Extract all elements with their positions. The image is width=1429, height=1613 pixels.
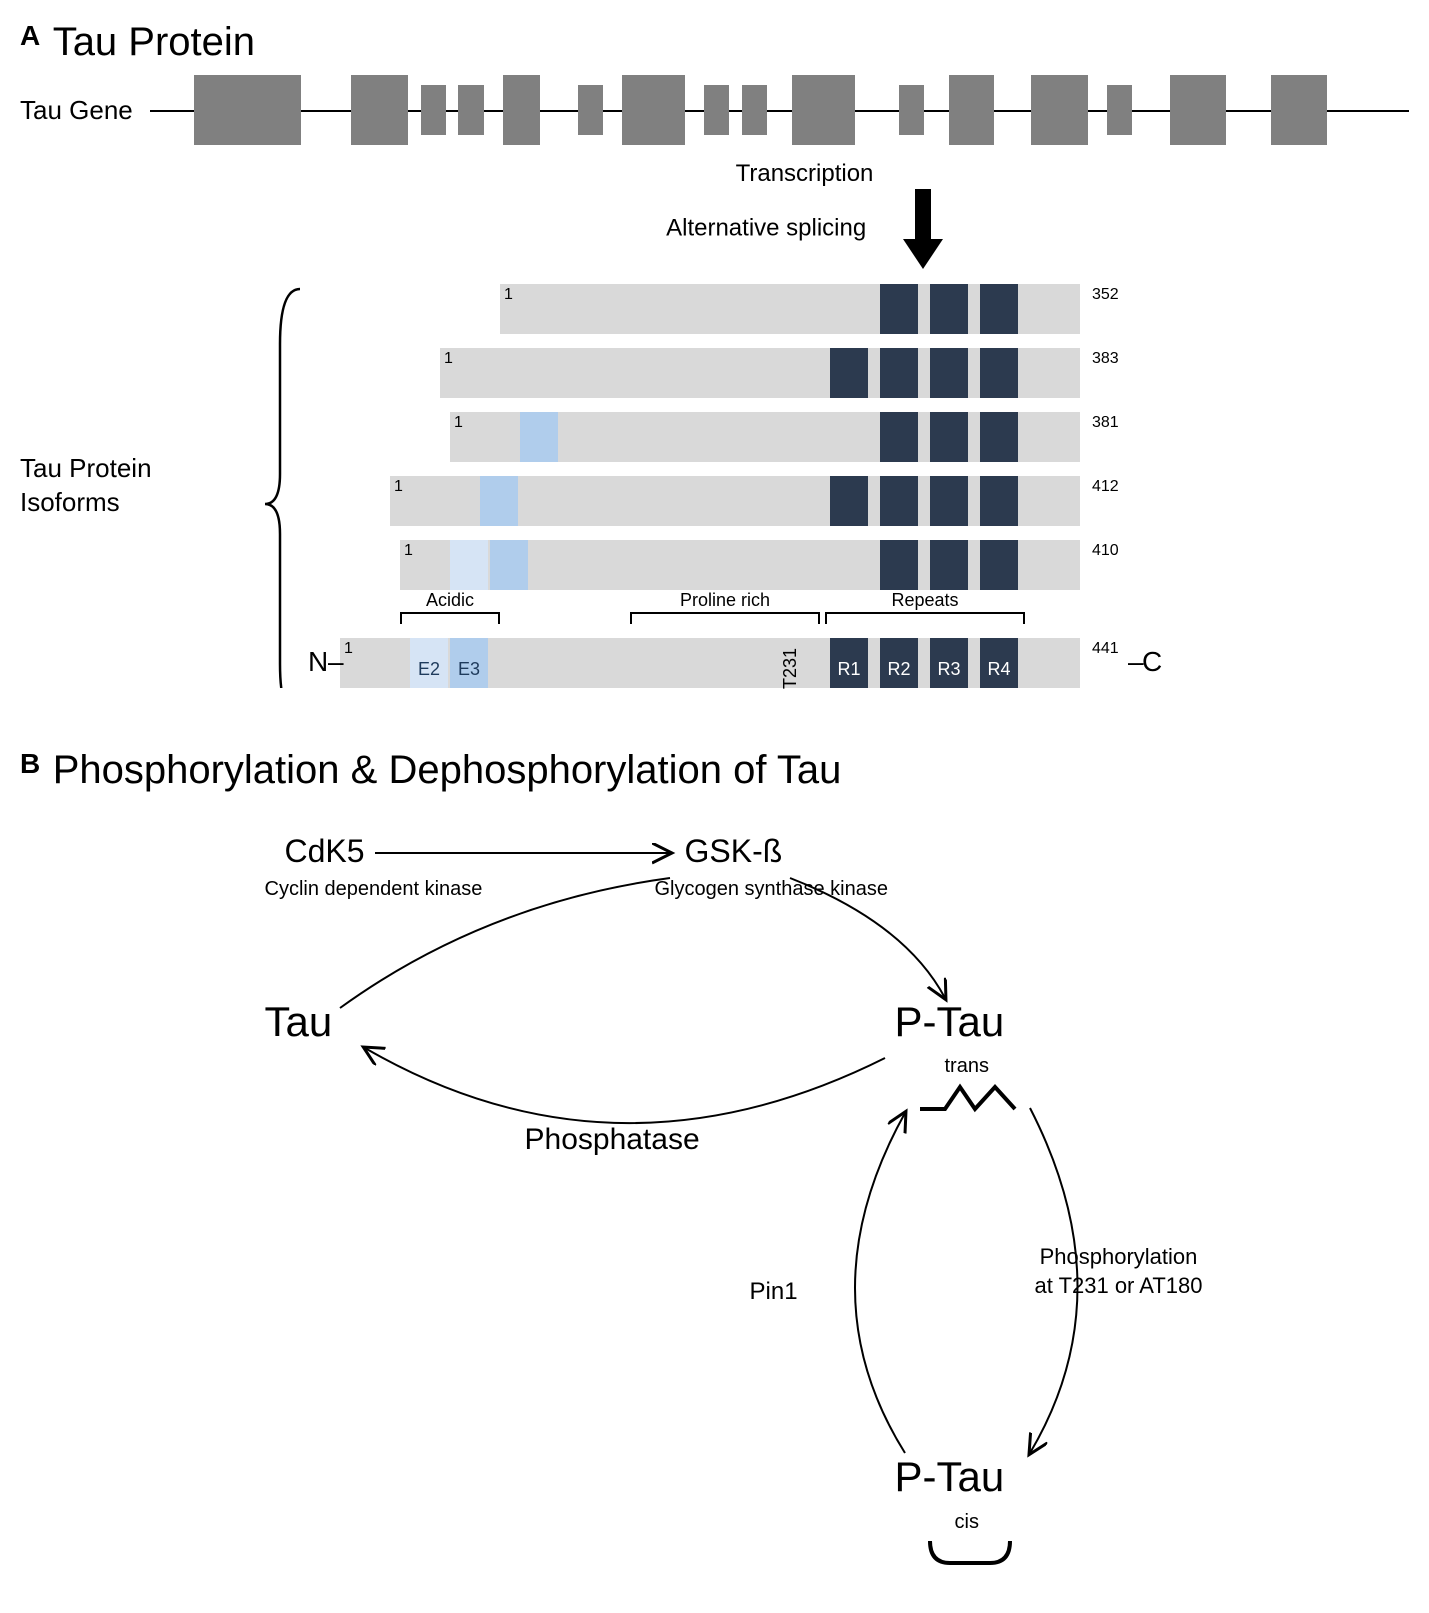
- repeat-segment: [880, 476, 918, 526]
- isoform-row: 1441E2E3R1R2R3R4N––CAcidicProline richRe…: [320, 638, 1409, 688]
- exon: [1271, 75, 1328, 145]
- isoform-row: 1 352: [320, 284, 1409, 334]
- panel-b-header: B Phosphorylation & Dephosphorylation of…: [20, 748, 1409, 793]
- e3-segment: E3: [450, 638, 488, 688]
- exon: [351, 75, 408, 145]
- panel-a-header: A Tau Protein: [20, 20, 1409, 65]
- isoform-end-num: 410: [1092, 542, 1119, 560]
- transcription-arrow-block: Transcription Alternative splicing: [110, 159, 1429, 274]
- exon: [1031, 75, 1088, 145]
- exon: [503, 75, 541, 145]
- isoform-row: 1 383: [320, 348, 1409, 398]
- c-terminus: C: [1142, 646, 1162, 678]
- e2-segment: [450, 540, 488, 590]
- isoform-start-num: 1: [454, 414, 463, 432]
- repeat-segment: [980, 284, 1018, 334]
- repeat-segment: [980, 540, 1018, 590]
- isoforms-area: Tau ProteinIsoforms 1 352 1 383 1 381 1 412 1 410…: [20, 284, 1409, 688]
- region-bracket: Acidic: [400, 612, 500, 614]
- exon: [792, 75, 855, 145]
- repeat-segment: [880, 540, 918, 590]
- exon: [578, 85, 603, 135]
- transcription-line1: Transcription: [736, 160, 874, 187]
- repeat-segment: [930, 284, 968, 334]
- isoform-start-num: 1: [404, 542, 413, 560]
- repeat-segment: R3: [930, 638, 968, 688]
- panel-b-label: B: [20, 748, 40, 780]
- repeat-segment: R2: [880, 638, 918, 688]
- exon: [194, 75, 301, 145]
- t231-marker: T231: [780, 648, 801, 689]
- repeat-segment: [980, 348, 1018, 398]
- n-terminus: N: [308, 646, 328, 678]
- region-bracket: Proline rich: [630, 612, 820, 614]
- exon: [622, 75, 685, 145]
- e2-segment: E2: [410, 638, 448, 688]
- repeat-segment: R1: [830, 638, 868, 688]
- exon: [1170, 75, 1227, 145]
- isoform-start-num: 1: [444, 350, 453, 368]
- tau-gene-track: [150, 75, 1409, 145]
- exon: [458, 85, 483, 135]
- repeat-segment: [880, 284, 918, 334]
- region-bracket: Repeats: [825, 612, 1025, 614]
- exon: [704, 85, 729, 135]
- panel-b: B Phosphorylation & Dephosphorylation of…: [20, 748, 1409, 1593]
- isoform-end-num: 441: [1092, 640, 1119, 658]
- e3-segment: [490, 540, 528, 590]
- isoform-start-num: 1: [504, 286, 513, 304]
- isoforms-stack: 135213831381141214101441E2E3R1R2R3R4N––C…: [320, 284, 1409, 688]
- exon: [899, 85, 924, 135]
- exon: [421, 85, 446, 135]
- down-arrow-icon: [903, 189, 943, 274]
- panel-a: A Tau Protein Tau Gene Transcription Alt…: [20, 20, 1409, 688]
- isoform-end-num: 412: [1092, 478, 1119, 496]
- repeat-segment: [830, 348, 868, 398]
- exon: [742, 85, 767, 135]
- isoform-start-num: 1: [394, 478, 403, 496]
- repeat-segment: [930, 412, 968, 462]
- exon: [949, 75, 993, 145]
- isoforms-brace-label: Tau ProteinIsoforms: [20, 284, 320, 688]
- isoform-end-num: 383: [1092, 350, 1119, 368]
- transcription-line2: Alternative splicing: [666, 215, 866, 242]
- isoform-end-num: 352: [1092, 286, 1119, 304]
- isoform-row: 1 381: [320, 412, 1409, 462]
- phosphorylation-cycle: CdK5 Cyclin dependent kinase GSK-ß Glyco…: [165, 823, 1265, 1593]
- tau-gene-label: Tau Gene: [20, 95, 150, 126]
- repeat-segment: R4: [980, 638, 1018, 688]
- isoform-end-num: 381: [1092, 414, 1119, 432]
- exon: [1107, 85, 1132, 135]
- panel-a-label: A: [20, 20, 40, 52]
- repeat-segment: [930, 540, 968, 590]
- repeat-segment: [980, 476, 1018, 526]
- repeat-segment: [980, 412, 1018, 462]
- repeat-segment: [880, 348, 918, 398]
- repeat-segment: [880, 412, 918, 462]
- repeat-segment: [930, 348, 968, 398]
- e3-segment: [520, 412, 558, 462]
- panel-a-title: Tau Protein: [53, 20, 255, 65]
- isoform-start-num: 1: [344, 640, 353, 658]
- isoform-row: 1 412: [320, 476, 1409, 526]
- repeat-segment: [830, 476, 868, 526]
- cycle-arrows: [165, 823, 1265, 1593]
- transcription-text: Transcription Alternative splicing: [666, 160, 873, 242]
- panel-b-title: Phosphorylation & Dephosphorylation of T…: [53, 748, 842, 793]
- isoforms-label-text: Tau ProteinIsoforms: [20, 452, 152, 520]
- curly-brace-icon: [260, 284, 310, 688]
- e3-segment: [480, 476, 518, 526]
- repeat-segment: [930, 476, 968, 526]
- isoform-row: 1 410: [320, 540, 1409, 590]
- tau-gene-row: Tau Gene: [20, 75, 1409, 145]
